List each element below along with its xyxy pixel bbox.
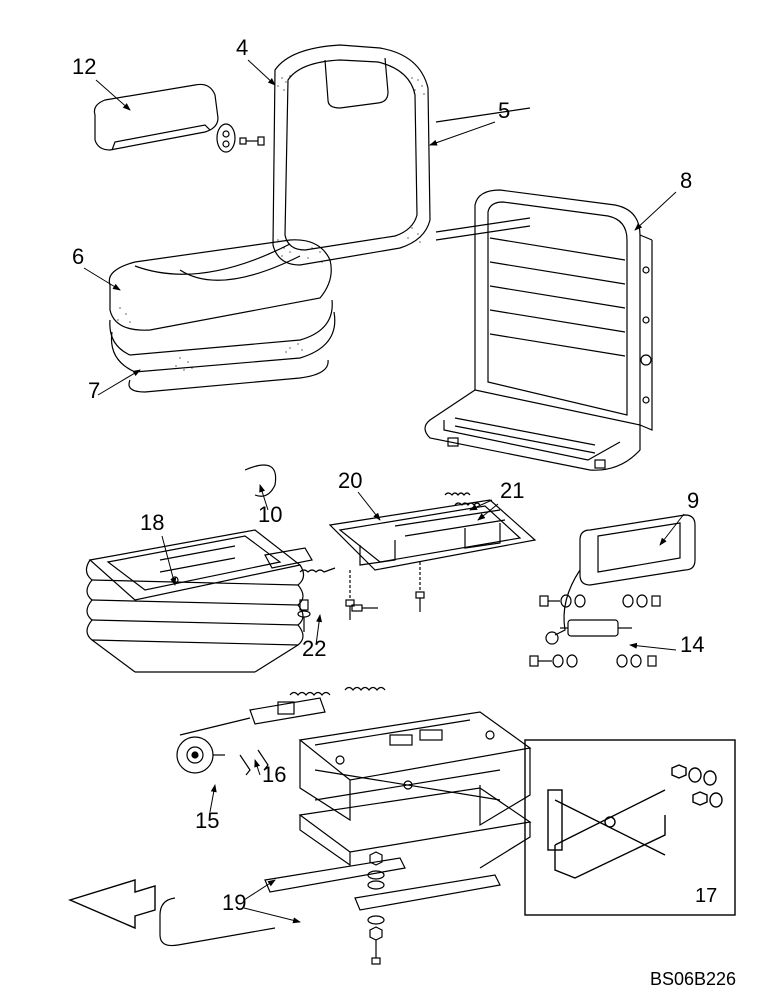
label-8: 8 xyxy=(680,168,692,193)
label-18: 18 xyxy=(140,510,164,535)
label-19: 19 xyxy=(222,890,246,915)
exploded-seat-diagram: 4 5 6 7 8 9 10 12 14 15 16 17 18 19 20 2… xyxy=(0,0,776,1000)
part-seat-frame xyxy=(425,190,652,470)
label-4: 4 xyxy=(236,35,248,60)
drawing-id: BS06B226 xyxy=(650,969,736,989)
part-shock-absorber xyxy=(530,595,660,667)
callout-leaders xyxy=(84,60,684,922)
part-backrest-cushion xyxy=(273,45,530,265)
label-16: 16 xyxy=(262,762,286,787)
label-6: 6 xyxy=(72,244,84,269)
part-slide-rails xyxy=(160,852,500,964)
label-20: 20 xyxy=(338,468,362,493)
label-5: 5 xyxy=(498,98,510,123)
part-bellows xyxy=(86,530,312,672)
part-scissor-assembly xyxy=(300,712,530,868)
label-10: 10 xyxy=(258,502,282,527)
part-lever xyxy=(245,465,276,496)
part-seat-cushion xyxy=(109,240,334,392)
part-knob xyxy=(177,737,225,773)
part-armrest xyxy=(94,84,264,152)
label-9: 9 xyxy=(687,488,699,513)
part-springs-upper xyxy=(445,493,480,505)
label-15: 15 xyxy=(195,808,219,833)
label-14: 14 xyxy=(680,632,704,657)
label-12: 12 xyxy=(72,54,96,79)
part-lever-bracket xyxy=(180,698,325,735)
label-17: 17 xyxy=(695,885,717,907)
label-22: 22 xyxy=(302,636,326,661)
direction-arrow xyxy=(70,880,155,928)
part-springs-lower xyxy=(290,688,385,696)
label-7: 7 xyxy=(88,378,100,403)
part-tilt-frame xyxy=(298,493,535,632)
label-21: 21 xyxy=(500,478,524,503)
